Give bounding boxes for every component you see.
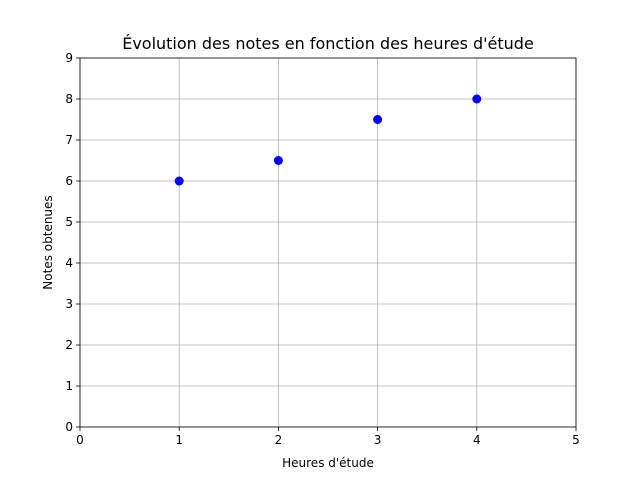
data-point (174, 176, 184, 186)
plot-frame (79, 57, 577, 428)
y-tick-label: 1 (65, 379, 73, 393)
y-tick-label: 8 (65, 92, 73, 106)
y-axis-label: Notes obtenues (41, 195, 55, 289)
x-tick-label: 2 (275, 433, 283, 447)
y-tick-label: 4 (65, 256, 73, 270)
y-tick-label: 0 (65, 420, 73, 434)
y-tick-label: 7 (65, 133, 73, 147)
x-tick-label: 3 (374, 433, 382, 447)
data-point (472, 94, 482, 104)
y-tick-label: 2 (65, 338, 73, 352)
y-tick-label: 3 (65, 297, 73, 311)
x-tick-label: 5 (572, 433, 580, 447)
data-point (373, 115, 383, 124)
data-points (174, 94, 482, 186)
data-point (273, 156, 283, 165)
axis-ticks: 0 1 2 3 4 5 0 1 2 3 4 5 6 7 8 9 (65, 51, 579, 447)
y-tick-label: 9 (65, 51, 73, 65)
x-tick-label: 4 (473, 433, 481, 447)
chart-title: Évolution des notes en fonction des heur… (122, 34, 534, 53)
y-tick-label: 5 (65, 215, 73, 229)
x-axis-label: Heures d'étude (282, 456, 374, 470)
y-tick-label: 6 (65, 174, 73, 188)
x-tick-label: 0 (76, 433, 84, 447)
x-tick-label: 1 (175, 433, 183, 447)
